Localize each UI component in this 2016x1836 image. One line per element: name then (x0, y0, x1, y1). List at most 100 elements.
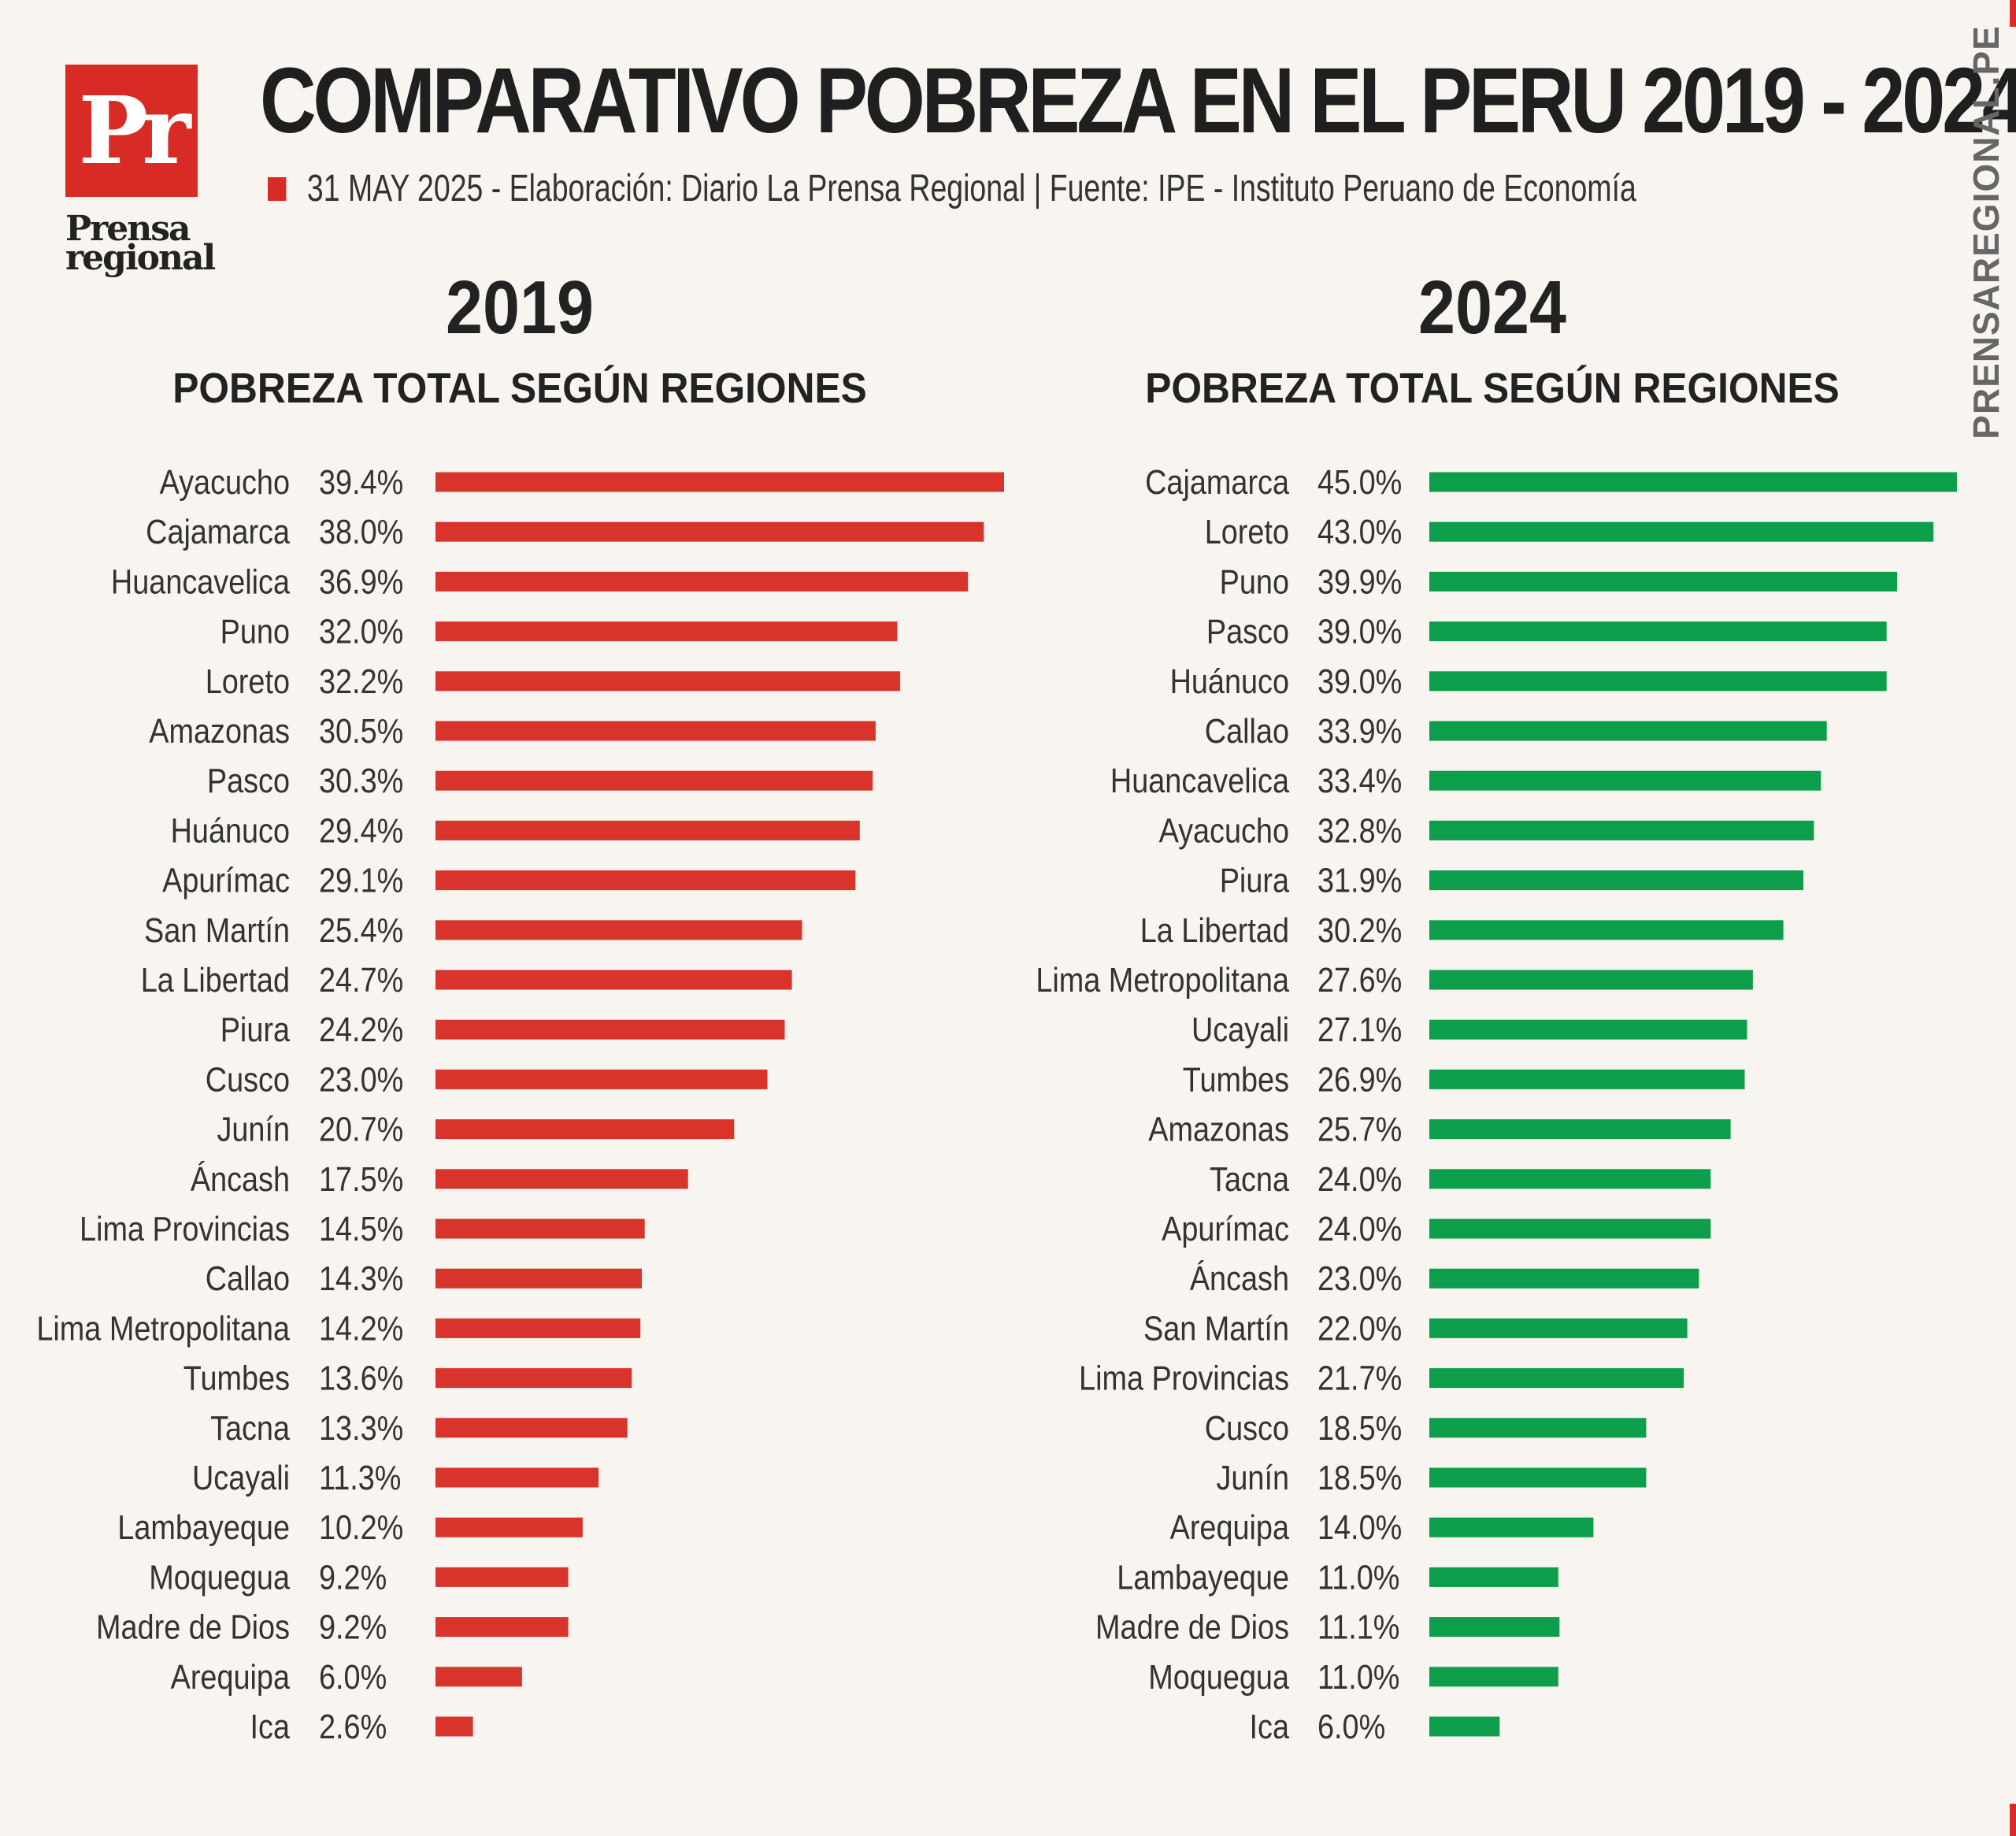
category-label: Apurímac (1162, 1209, 1289, 1248)
bar (1429, 1567, 1558, 1587)
value-label: 18.5% (1317, 1458, 1402, 1497)
category-label: Cusco (206, 1060, 290, 1099)
category-label: San Martín (1143, 1309, 1289, 1348)
category-label: Cajamarca (146, 513, 290, 551)
value-label: 6.0% (1317, 1707, 1385, 1745)
subtitle-text: 31 MAY 2025 - Elaboración: Diario La Pre… (306, 168, 1636, 210)
value-label: 30.2% (1317, 911, 1402, 949)
chart-year-2024: 2024 (1418, 265, 1566, 350)
bar (1429, 571, 1898, 592)
bar-chart-2024: Cajamarca 45.0% Loreto 43.0% Puno 39.9% Pasco 3… (1036, 462, 1957, 1746)
category-label: Ica (250, 1707, 291, 1745)
corner-mark-top (2010, 0, 2016, 27)
value-label: 22.0% (1317, 1309, 1402, 1348)
corner-mark-bottom (2010, 1804, 2016, 1836)
value-label: 39.9% (1317, 562, 1402, 601)
category-label: Junín (217, 1110, 290, 1148)
value-label: 27.6% (1317, 960, 1402, 999)
bar (1429, 1418, 1647, 1438)
bar (1429, 820, 1814, 840)
category-label: Arequipa (171, 1657, 291, 1696)
bar (435, 1667, 522, 1687)
category-label: Huánuco (1170, 662, 1289, 700)
bar (1429, 621, 1887, 642)
bar (435, 621, 898, 642)
bar (435, 521, 984, 542)
value-label: 13.3% (319, 1408, 403, 1447)
bar (435, 1517, 583, 1537)
bar-chart-2019: Ayacucho 39.4% Cajamarca 38.0% Huancavelica 3… (36, 462, 1004, 1746)
value-label: 11.0% (1317, 1558, 1399, 1597)
bar (435, 970, 792, 990)
bar (435, 1218, 645, 1239)
category-label: Ica (1250, 1707, 1290, 1745)
category-label: Madre de Dios (96, 1608, 290, 1646)
category-label: Amazonas (149, 711, 290, 750)
bar (1429, 721, 1827, 741)
category-label: Madre de Dios (1095, 1608, 1289, 1646)
bar (1429, 1667, 1558, 1687)
category-label: Huánuco (171, 811, 290, 850)
value-label: 23.0% (1317, 1259, 1402, 1298)
category-label: Tacna (1210, 1159, 1289, 1198)
value-label: 43.0% (1317, 513, 1402, 551)
bar (1429, 1617, 1560, 1638)
value-label: 39.0% (1317, 612, 1402, 651)
category-label: Ayacucho (160, 462, 290, 501)
chart-title-2019: POBREZA TOTAL SEGÚN REGIONES (172, 365, 867, 412)
category-label: Ucayali (192, 1458, 290, 1497)
value-label: 17.5% (319, 1159, 403, 1198)
category-label: Huancavelica (111, 562, 290, 601)
bar (435, 920, 802, 940)
bar (1429, 1268, 1699, 1289)
subtitle-marker-icon (268, 176, 287, 201)
value-label: 9.2% (319, 1608, 387, 1646)
category-label: Moquegua (149, 1558, 290, 1597)
category-label: San Martín (144, 911, 290, 949)
category-label: Piura (1220, 861, 1289, 899)
bar (435, 1019, 785, 1040)
value-label: 14.2% (319, 1309, 403, 1348)
value-label: 29.4% (319, 811, 403, 850)
value-label: 38.0% (319, 513, 403, 551)
category-label: Lima Provincias (80, 1209, 290, 1248)
category-label: Puno (220, 612, 290, 651)
value-label: 26.9% (1317, 1060, 1402, 1099)
value-label: 14.5% (319, 1209, 403, 1248)
category-label: Tacna (210, 1408, 290, 1447)
value-label: 25.7% (1317, 1110, 1402, 1148)
chart-title-2024: POBREZA TOTAL SEGÚN REGIONES (1145, 365, 1840, 412)
value-label: 11.3% (319, 1458, 401, 1497)
value-label: 33.4% (1317, 762, 1402, 800)
category-label: Lima Metropolitana (36, 1309, 290, 1348)
page-subtitle: 31 MAY 2025 - Elaboración: Diario La Pre… (268, 167, 1636, 210)
value-label: 18.5% (1317, 1408, 1402, 1447)
chart-year-2019: 2019 (446, 265, 594, 350)
bar (1429, 671, 1887, 692)
bar (1429, 970, 1753, 990)
category-label: Puno (1220, 562, 1289, 601)
bar (435, 1069, 768, 1089)
page-title: COMPARATIVO POBREZA EN EL PERU 2019 - 20… (260, 49, 2016, 153)
bar (1429, 1069, 1745, 1089)
category-label: Áncash (1190, 1259, 1289, 1298)
bar (435, 1567, 569, 1587)
value-label: 23.0% (319, 1060, 403, 1099)
bar (1429, 1517, 1594, 1537)
bar (1429, 472, 1957, 492)
category-label: La Libertad (141, 960, 290, 999)
value-label: 21.7% (1317, 1359, 1402, 1397)
category-label: Áncash (191, 1159, 290, 1198)
value-label: 32.2% (319, 662, 403, 700)
value-label: 36.9% (319, 562, 403, 601)
bar (1429, 870, 1803, 891)
bar (1429, 920, 1784, 940)
category-label: Lima Metropolitana (1036, 960, 1289, 999)
category-label: Loreto (1205, 513, 1289, 551)
bar (435, 1318, 641, 1338)
value-label: 24.0% (1317, 1209, 1402, 1248)
category-label: Callao (206, 1259, 290, 1298)
category-label: Ayacucho (1159, 811, 1289, 850)
category-label: Amazonas (1148, 1110, 1289, 1148)
